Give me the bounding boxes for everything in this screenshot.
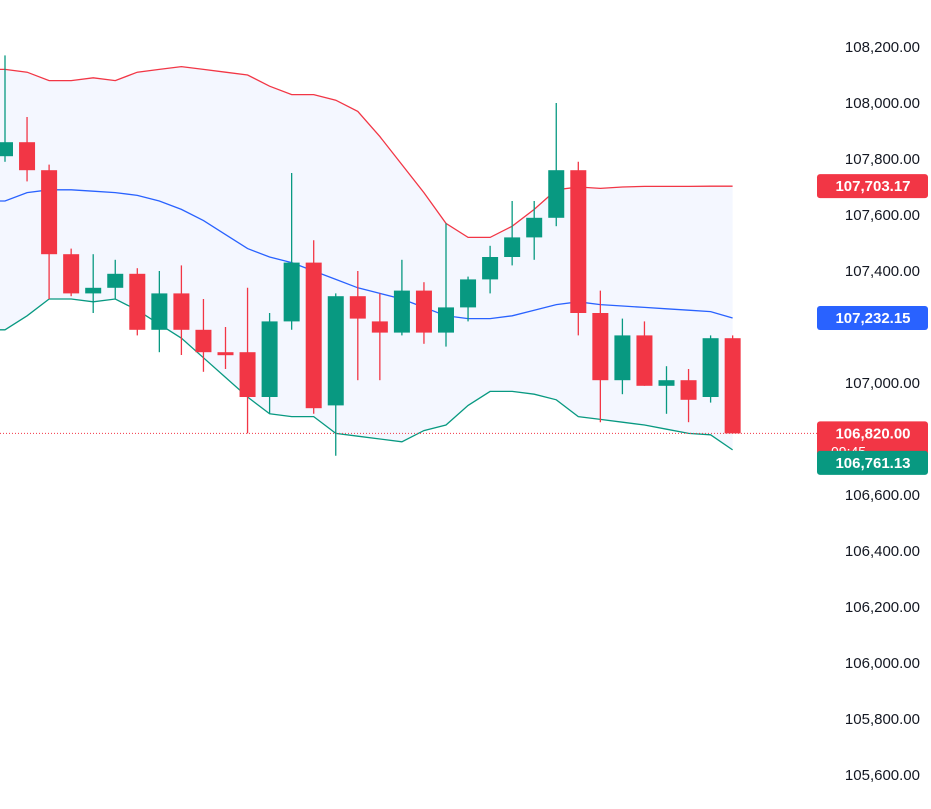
candle xyxy=(19,117,36,182)
candle-body xyxy=(614,335,631,381)
candle xyxy=(438,223,454,347)
candle-body xyxy=(415,290,432,333)
candle-body xyxy=(548,170,565,218)
candle-body xyxy=(85,287,102,294)
candle-body xyxy=(702,338,719,397)
y-tick-label: 108,200.00 xyxy=(845,39,920,56)
candle-body xyxy=(107,273,124,288)
candle xyxy=(41,164,58,299)
y-tick-label: 107,000.00 xyxy=(845,375,920,392)
candle xyxy=(283,173,300,330)
candle xyxy=(504,201,521,266)
candle-body xyxy=(371,321,388,333)
candle xyxy=(482,245,499,294)
candle xyxy=(636,321,653,386)
candle xyxy=(261,313,278,414)
candle-body xyxy=(570,170,587,313)
candle-body xyxy=(217,352,234,356)
candle-body xyxy=(0,142,13,157)
basis-band-label: 107,232.15 xyxy=(835,310,910,327)
candle-body xyxy=(327,296,344,406)
candle xyxy=(658,366,675,414)
candle xyxy=(548,103,565,227)
candle xyxy=(107,259,124,299)
candle-body xyxy=(63,254,80,294)
y-tick-label: 107,600.00 xyxy=(845,207,920,224)
candle-body xyxy=(482,257,499,280)
candle-body xyxy=(19,142,36,171)
candle xyxy=(151,271,168,353)
candles xyxy=(0,55,741,456)
candle-body xyxy=(393,290,410,333)
candle-body xyxy=(283,262,300,322)
candle xyxy=(195,299,212,372)
candle xyxy=(614,318,631,395)
candle xyxy=(305,240,322,414)
candle xyxy=(327,293,344,456)
candle xyxy=(592,290,609,423)
candle-body xyxy=(151,293,168,330)
candle xyxy=(0,55,13,162)
candle xyxy=(393,259,410,336)
candle xyxy=(570,161,587,336)
y-tick-label: 107,800.00 xyxy=(845,151,920,168)
band-fill xyxy=(0,66,733,450)
upper-band-label-bg xyxy=(817,174,928,199)
y-tick-label: 106,400.00 xyxy=(845,543,920,560)
candle xyxy=(63,248,80,297)
lower-band-label-bg xyxy=(817,450,928,475)
candle xyxy=(217,327,234,369)
y-tick-label: 105,800.00 xyxy=(845,711,920,728)
price-labels: 107,703.17107,232.15106,820.0009:45106,7… xyxy=(817,174,928,475)
y-tick-label: 106,600.00 xyxy=(845,487,920,504)
y-tick-label: 105,600.00 xyxy=(845,767,920,784)
candle-body xyxy=(526,217,543,238)
candle xyxy=(129,268,146,336)
candle xyxy=(460,276,477,322)
y-tick-label: 106,000.00 xyxy=(845,655,920,672)
candle-body xyxy=(658,380,675,386)
candle-body xyxy=(504,237,521,257)
candle-body xyxy=(261,321,278,397)
candle xyxy=(85,254,102,313)
y-tick-label: 106,200.00 xyxy=(845,599,920,616)
candle-body xyxy=(195,329,212,353)
candle xyxy=(173,265,190,355)
candle-body xyxy=(305,262,322,409)
band-upper-line xyxy=(0,65,733,239)
lower-band-label: 106,761.13 xyxy=(835,455,910,472)
candle-body xyxy=(724,338,741,434)
candle xyxy=(415,282,432,344)
y-tick-label: 107,400.00 xyxy=(845,263,920,280)
candle-body xyxy=(438,307,454,333)
y-tick-label: 108,000.00 xyxy=(845,95,920,112)
candle-body xyxy=(592,313,609,381)
candle xyxy=(526,201,543,260)
candle-body xyxy=(636,335,653,386)
candle-body xyxy=(129,273,146,330)
basis-band-label-bg xyxy=(817,305,928,330)
candle xyxy=(371,293,388,381)
current-price-label: 106,820.00 xyxy=(835,425,910,442)
candle-body xyxy=(680,380,697,400)
candle xyxy=(724,335,741,434)
candle xyxy=(349,271,366,381)
candle-body xyxy=(173,293,190,330)
candle-body xyxy=(239,352,256,397)
candle xyxy=(680,369,697,423)
upper-band-label: 107,703.17 xyxy=(835,178,910,195)
band-lower-line xyxy=(0,298,733,451)
candle xyxy=(702,335,719,403)
candle-body xyxy=(41,170,58,255)
candle-body xyxy=(349,296,366,319)
candle xyxy=(239,287,256,434)
price-axis[interactable]: 108,200.00 108,000.00 107,800.00 107,600.00… xyxy=(845,39,920,784)
candle-body xyxy=(460,279,477,308)
